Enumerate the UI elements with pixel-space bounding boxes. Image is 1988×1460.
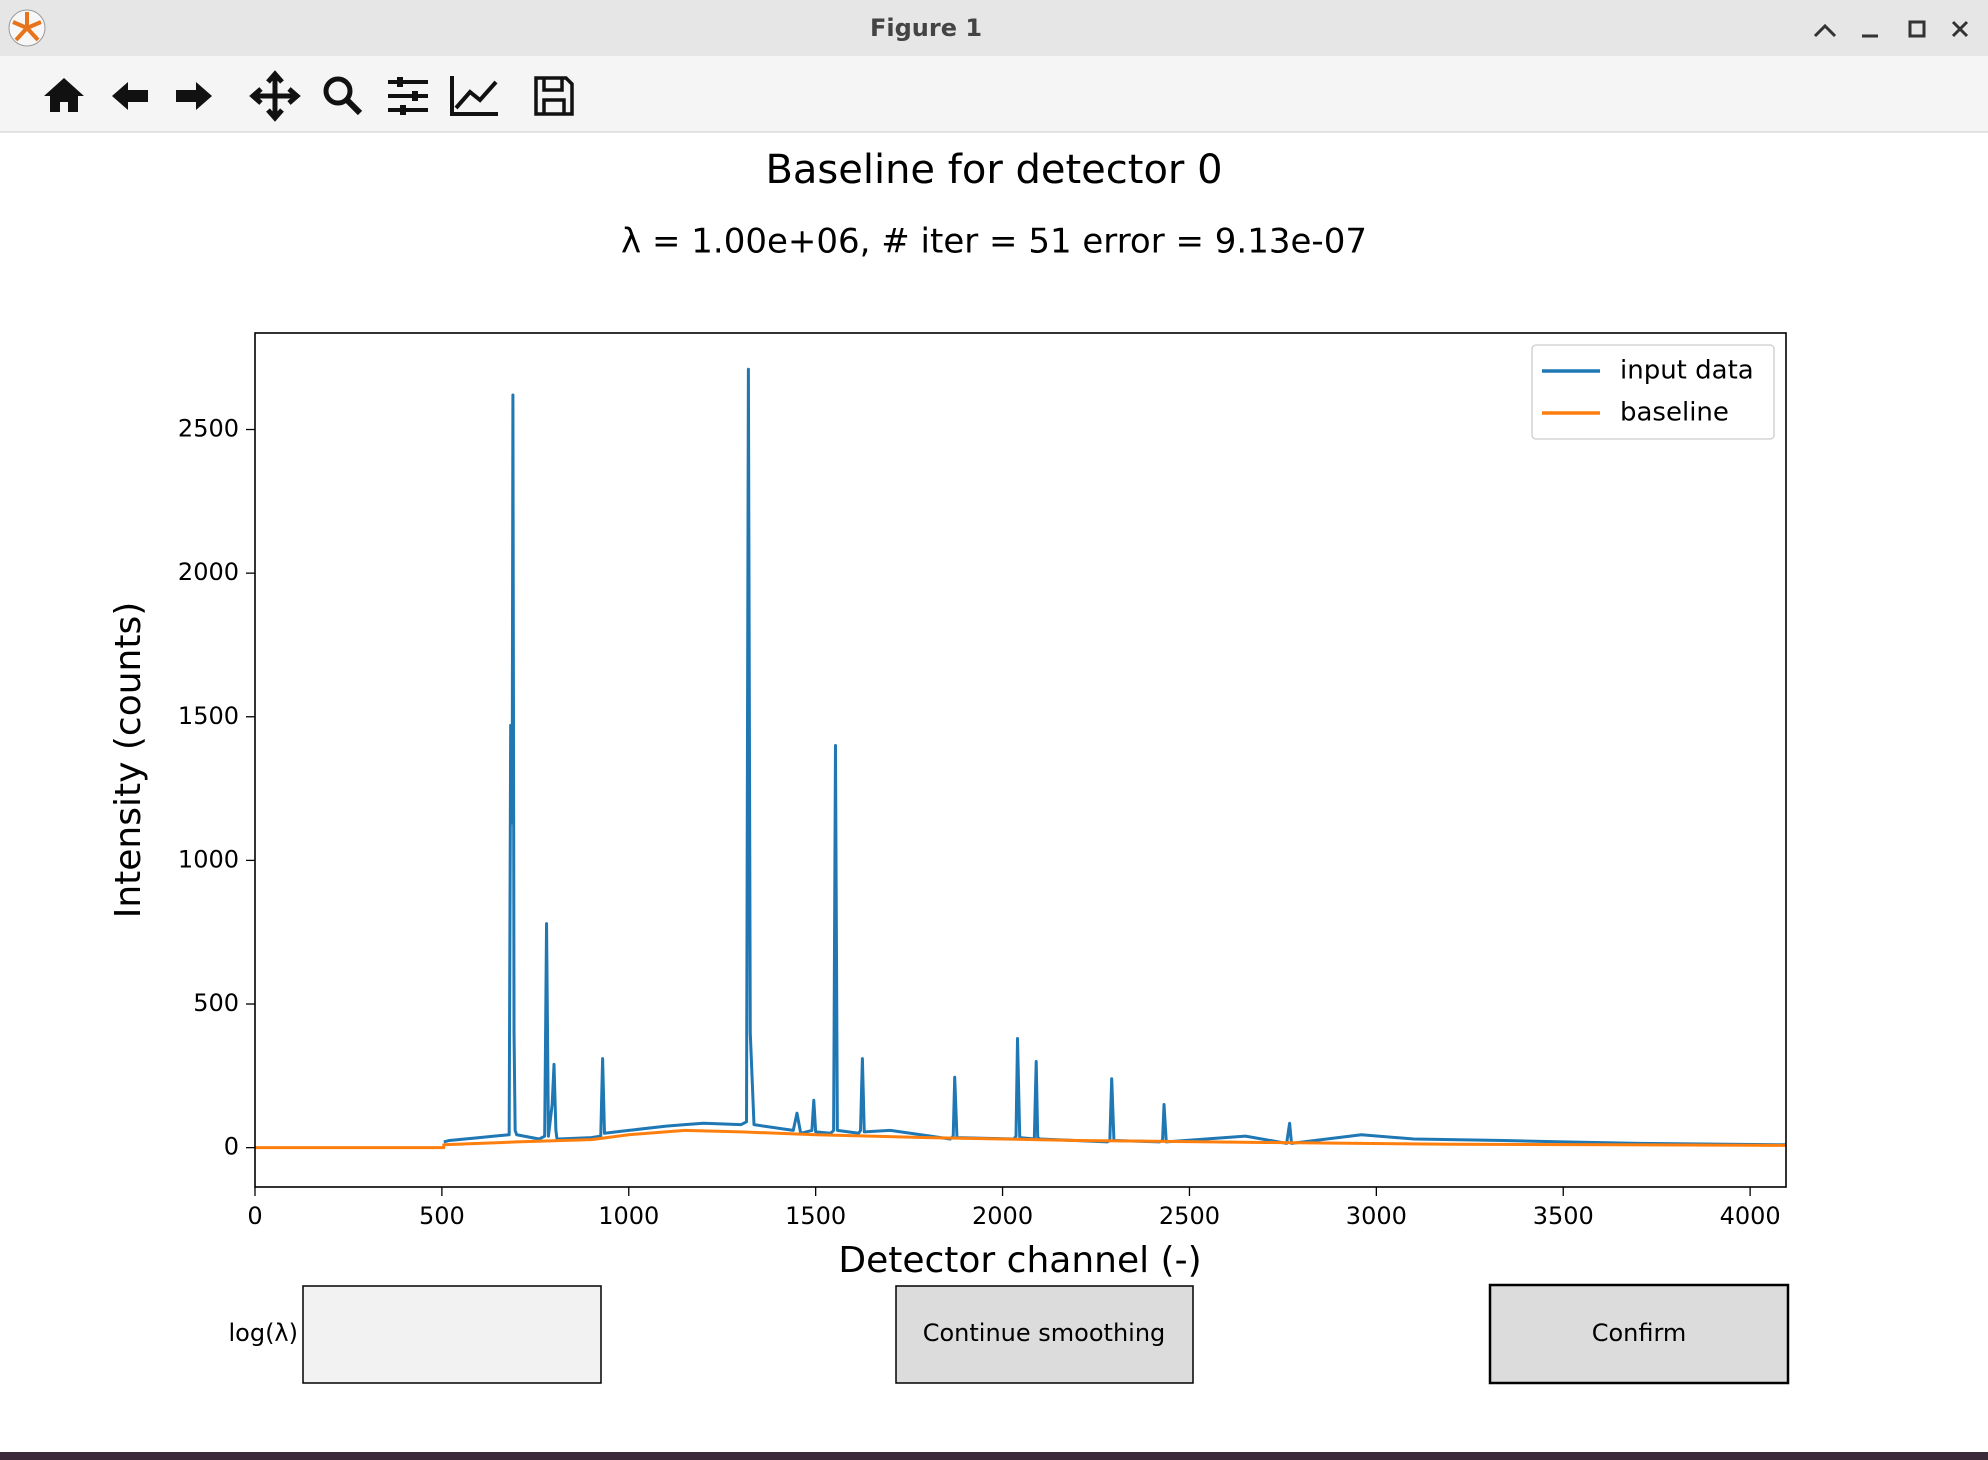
lambda-textbox[interactable] xyxy=(302,1285,602,1384)
x-tick-label: 0 xyxy=(247,1202,262,1230)
slider-knob xyxy=(397,77,403,87)
y-tick-label: 1000 xyxy=(178,845,239,873)
plot-frame xyxy=(254,332,1787,1188)
window-title: Figure 1 xyxy=(870,14,982,42)
y-tick-label: 1500 xyxy=(178,702,239,730)
x-tick-label: 1000 xyxy=(598,1202,659,1230)
desktop-edge xyxy=(0,1452,1988,1460)
configure-button[interactable] xyxy=(388,80,428,112)
app-icon-rays xyxy=(12,12,42,42)
data-line xyxy=(255,1128,1786,1150)
slider-knob xyxy=(400,105,406,115)
x-tick-label: 500 xyxy=(419,1202,465,1230)
y-axis-label: Intensity (counts) xyxy=(108,602,149,919)
toolbar xyxy=(0,56,1988,132)
pan-button[interactable] xyxy=(249,70,301,122)
save-button[interactable] xyxy=(534,76,574,116)
textbox-label: log(λ) xyxy=(228,1319,298,1347)
legend-box xyxy=(1531,344,1775,440)
y-tick-label: 0 xyxy=(224,1133,239,1161)
legend-label: baseline xyxy=(1620,398,1729,428)
continue-button[interactable] xyxy=(895,1285,1194,1384)
toolbar-icons xyxy=(44,70,574,122)
confirm-button-label: Confirm xyxy=(1592,1319,1687,1347)
x-tick-label: 2000 xyxy=(972,1202,1033,1230)
zoom-button[interactable] xyxy=(323,76,353,106)
x-tick-label: 4000 xyxy=(1720,1202,1781,1230)
y-tick-label: 500 xyxy=(193,989,239,1017)
x-tick-label: 3500 xyxy=(1533,1202,1594,1230)
forward-button[interactable] xyxy=(176,82,212,110)
x-tick-label: 3000 xyxy=(1346,1202,1407,1230)
x-axis-label: Detector channel (-) xyxy=(838,1240,1201,1281)
window-shade-button[interactable] xyxy=(1813,23,1837,38)
chart-title: Baseline for detector 0 xyxy=(765,147,1222,193)
home-button[interactable] xyxy=(44,78,84,112)
edit-axes-button[interactable] xyxy=(450,76,498,116)
legend-label: input data xyxy=(1620,356,1754,386)
chart-subtitle: λ = 1.00e+06, # iter = 51 error = 9.13e-… xyxy=(621,222,1367,262)
zoom-handle xyxy=(344,97,363,116)
window-maximize-button[interactable] xyxy=(1908,20,1926,38)
x-tick-label: 2500 xyxy=(1159,1202,1220,1230)
title-bar xyxy=(0,0,1988,56)
y-tick-label: 2000 xyxy=(178,558,239,586)
continue-button-label: Continue smoothing xyxy=(923,1319,1166,1347)
slider-knob xyxy=(412,91,418,101)
x-tick-label: 1500 xyxy=(785,1202,846,1230)
back-button[interactable] xyxy=(112,82,148,110)
confirm-button[interactable] xyxy=(1488,1283,1790,1385)
y-tick-label: 2500 xyxy=(178,415,239,443)
window-close-button[interactable] xyxy=(1951,20,1969,38)
